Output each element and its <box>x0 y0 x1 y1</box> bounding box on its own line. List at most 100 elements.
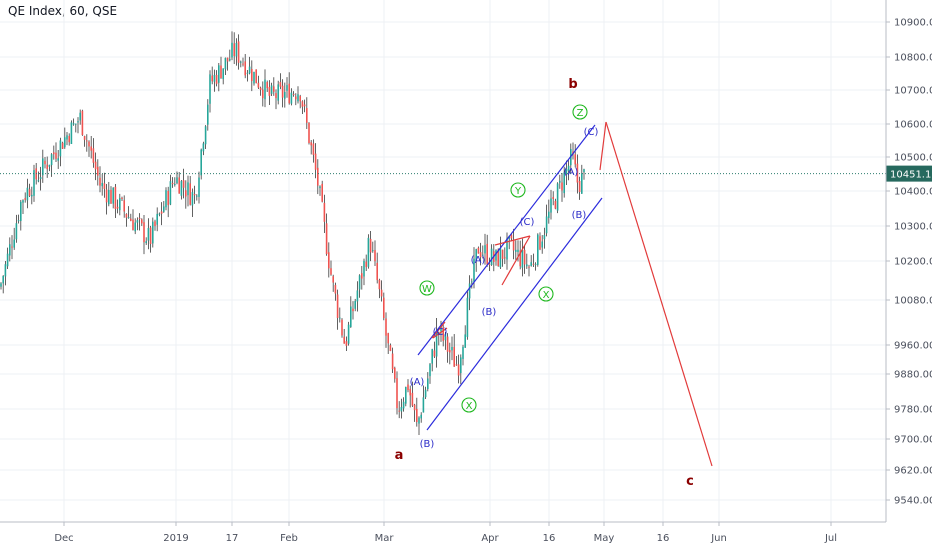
candle-body <box>61 142 64 149</box>
candle-body <box>86 140 88 142</box>
candle-body <box>515 249 517 252</box>
subwave-label: (A) <box>564 167 579 178</box>
candle-body <box>528 266 530 268</box>
x-tick-label: 17 <box>226 533 239 544</box>
candle-body <box>550 198 552 213</box>
candle-body <box>343 336 345 344</box>
triangle-line <box>501 235 531 286</box>
candle-body <box>543 235 546 240</box>
candle-body <box>141 219 143 224</box>
candles <box>0 31 585 436</box>
candle-body <box>248 66 251 74</box>
candle-body <box>158 213 161 215</box>
candle-body <box>9 244 11 256</box>
candle-body <box>244 61 246 76</box>
candle-body <box>358 275 361 290</box>
candle-body <box>39 177 42 179</box>
candle-body <box>369 238 372 253</box>
wave-y-label: Y <box>514 186 522 197</box>
candle-body <box>299 95 301 102</box>
triangle-line <box>494 235 531 246</box>
candle-body <box>77 121 79 123</box>
candle-body <box>554 201 557 209</box>
candle-body <box>189 183 191 205</box>
candle-body <box>526 264 528 267</box>
candle-body <box>176 177 178 184</box>
candle-body <box>405 386 407 404</box>
candle-body <box>400 407 403 412</box>
candle-body <box>136 220 139 223</box>
candle-body <box>196 195 198 197</box>
candle-body <box>198 177 200 197</box>
candle-body <box>130 218 132 221</box>
projection-down-line <box>605 121 713 467</box>
wave-x2-label-ring <box>538 286 554 302</box>
candle-body <box>295 96 297 100</box>
candle-body <box>0 283 2 287</box>
candle-body <box>231 42 233 58</box>
candle-body <box>187 182 189 196</box>
candle-body <box>273 86 275 92</box>
candle-body <box>385 318 387 336</box>
candle-body <box>42 158 44 176</box>
candle-body <box>495 250 497 261</box>
y-tick-label: 10700.00 <box>894 86 932 97</box>
candle-body <box>576 163 579 183</box>
candle-body <box>50 154 53 166</box>
candle-body <box>200 149 202 176</box>
candle-body <box>416 408 418 423</box>
candle-body <box>367 237 370 267</box>
candle-body <box>123 200 125 212</box>
candle-body <box>266 82 268 89</box>
candle-body <box>143 222 145 243</box>
candle-body <box>279 82 282 87</box>
y-tick-label: 9540.00 <box>894 496 932 507</box>
candle-body <box>112 187 114 204</box>
candle-body <box>473 258 475 282</box>
candle-body <box>240 61 242 63</box>
candle-body <box>182 180 185 188</box>
candle-body <box>334 284 337 294</box>
candle-body <box>163 206 165 212</box>
candle-body <box>328 252 330 269</box>
candle-body <box>506 238 508 260</box>
y-tick-label: 9620.00 <box>894 466 932 477</box>
candle-body <box>319 186 321 189</box>
x-axis: Dec 2019 17 Feb Mar Apr 16 May 16 Jun Jul <box>0 521 886 544</box>
candle-body <box>99 177 101 186</box>
candle-body <box>389 345 392 351</box>
candle-body <box>563 172 565 194</box>
candle-body <box>169 181 172 205</box>
candle-body <box>262 89 264 99</box>
candle-body <box>468 283 471 299</box>
candle-body <box>312 143 315 155</box>
candle-body <box>422 397 425 413</box>
candle-body <box>497 249 499 267</box>
candle-body <box>336 294 339 318</box>
candle-body <box>165 190 167 208</box>
candle-body <box>202 143 205 152</box>
subwave-label: (B) <box>572 210 587 221</box>
wave-y-label-ring <box>510 182 526 198</box>
candle-body <box>46 164 48 170</box>
y-tick-label: 10500.00 <box>894 153 932 164</box>
candle-body <box>420 414 422 419</box>
candle-body <box>539 236 541 250</box>
candle-body <box>471 281 473 283</box>
candle-body <box>149 227 152 244</box>
candle-body <box>374 250 376 262</box>
candle-body <box>37 180 40 182</box>
candle-body <box>237 41 240 63</box>
candle-body <box>191 192 194 206</box>
candle-body <box>394 367 396 379</box>
candle-body <box>323 202 326 222</box>
candle-body <box>281 85 284 98</box>
candle-body <box>257 82 260 88</box>
candle-body <box>431 349 433 364</box>
candle-body <box>449 350 451 353</box>
candle-body <box>24 198 26 200</box>
candle-body <box>440 325 442 332</box>
candle-body <box>75 123 77 125</box>
candle-body <box>574 154 576 165</box>
